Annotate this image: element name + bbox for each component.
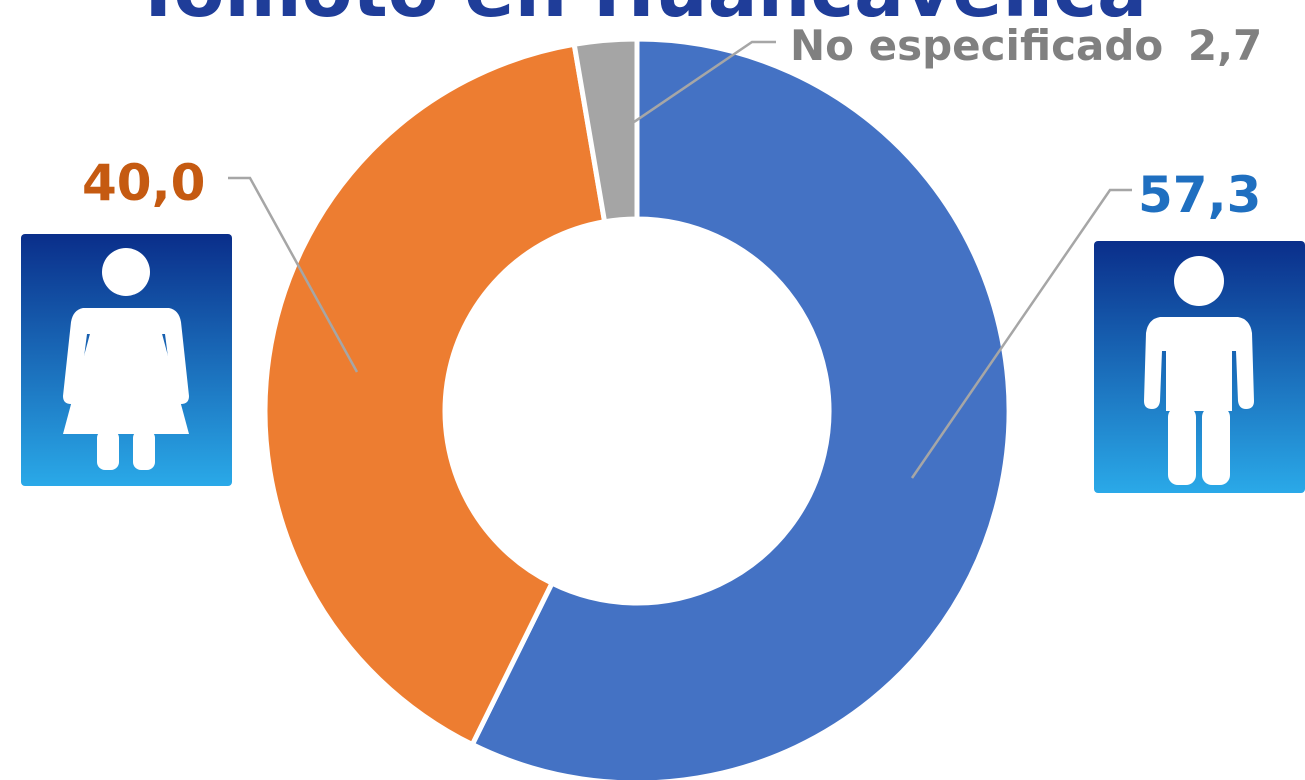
data-label-female: 40,0 bbox=[82, 154, 205, 212]
leader-line-unspecified bbox=[633, 40, 776, 124]
data-label-male: 57,3 bbox=[1138, 166, 1261, 224]
data-label-unspecified: No especificado 2,7 bbox=[790, 21, 1262, 70]
slice-female bbox=[262, 41, 608, 748]
female-person-icon bbox=[21, 234, 232, 486]
male-person-icon bbox=[1094, 241, 1305, 493]
slice-unspecified bbox=[571, 36, 640, 225]
leader-line-male bbox=[910, 188, 1132, 479]
chart-title: Tomoto en Huancavelica bbox=[133, 0, 1147, 34]
data-label-unspecified-value: 2,7 bbox=[1188, 21, 1262, 70]
data-label-unspecified-name: No especificado bbox=[790, 21, 1163, 70]
slice-male bbox=[468, 36, 1012, 780]
leader-line-female bbox=[228, 176, 359, 373]
donut-slices bbox=[262, 36, 1012, 780]
